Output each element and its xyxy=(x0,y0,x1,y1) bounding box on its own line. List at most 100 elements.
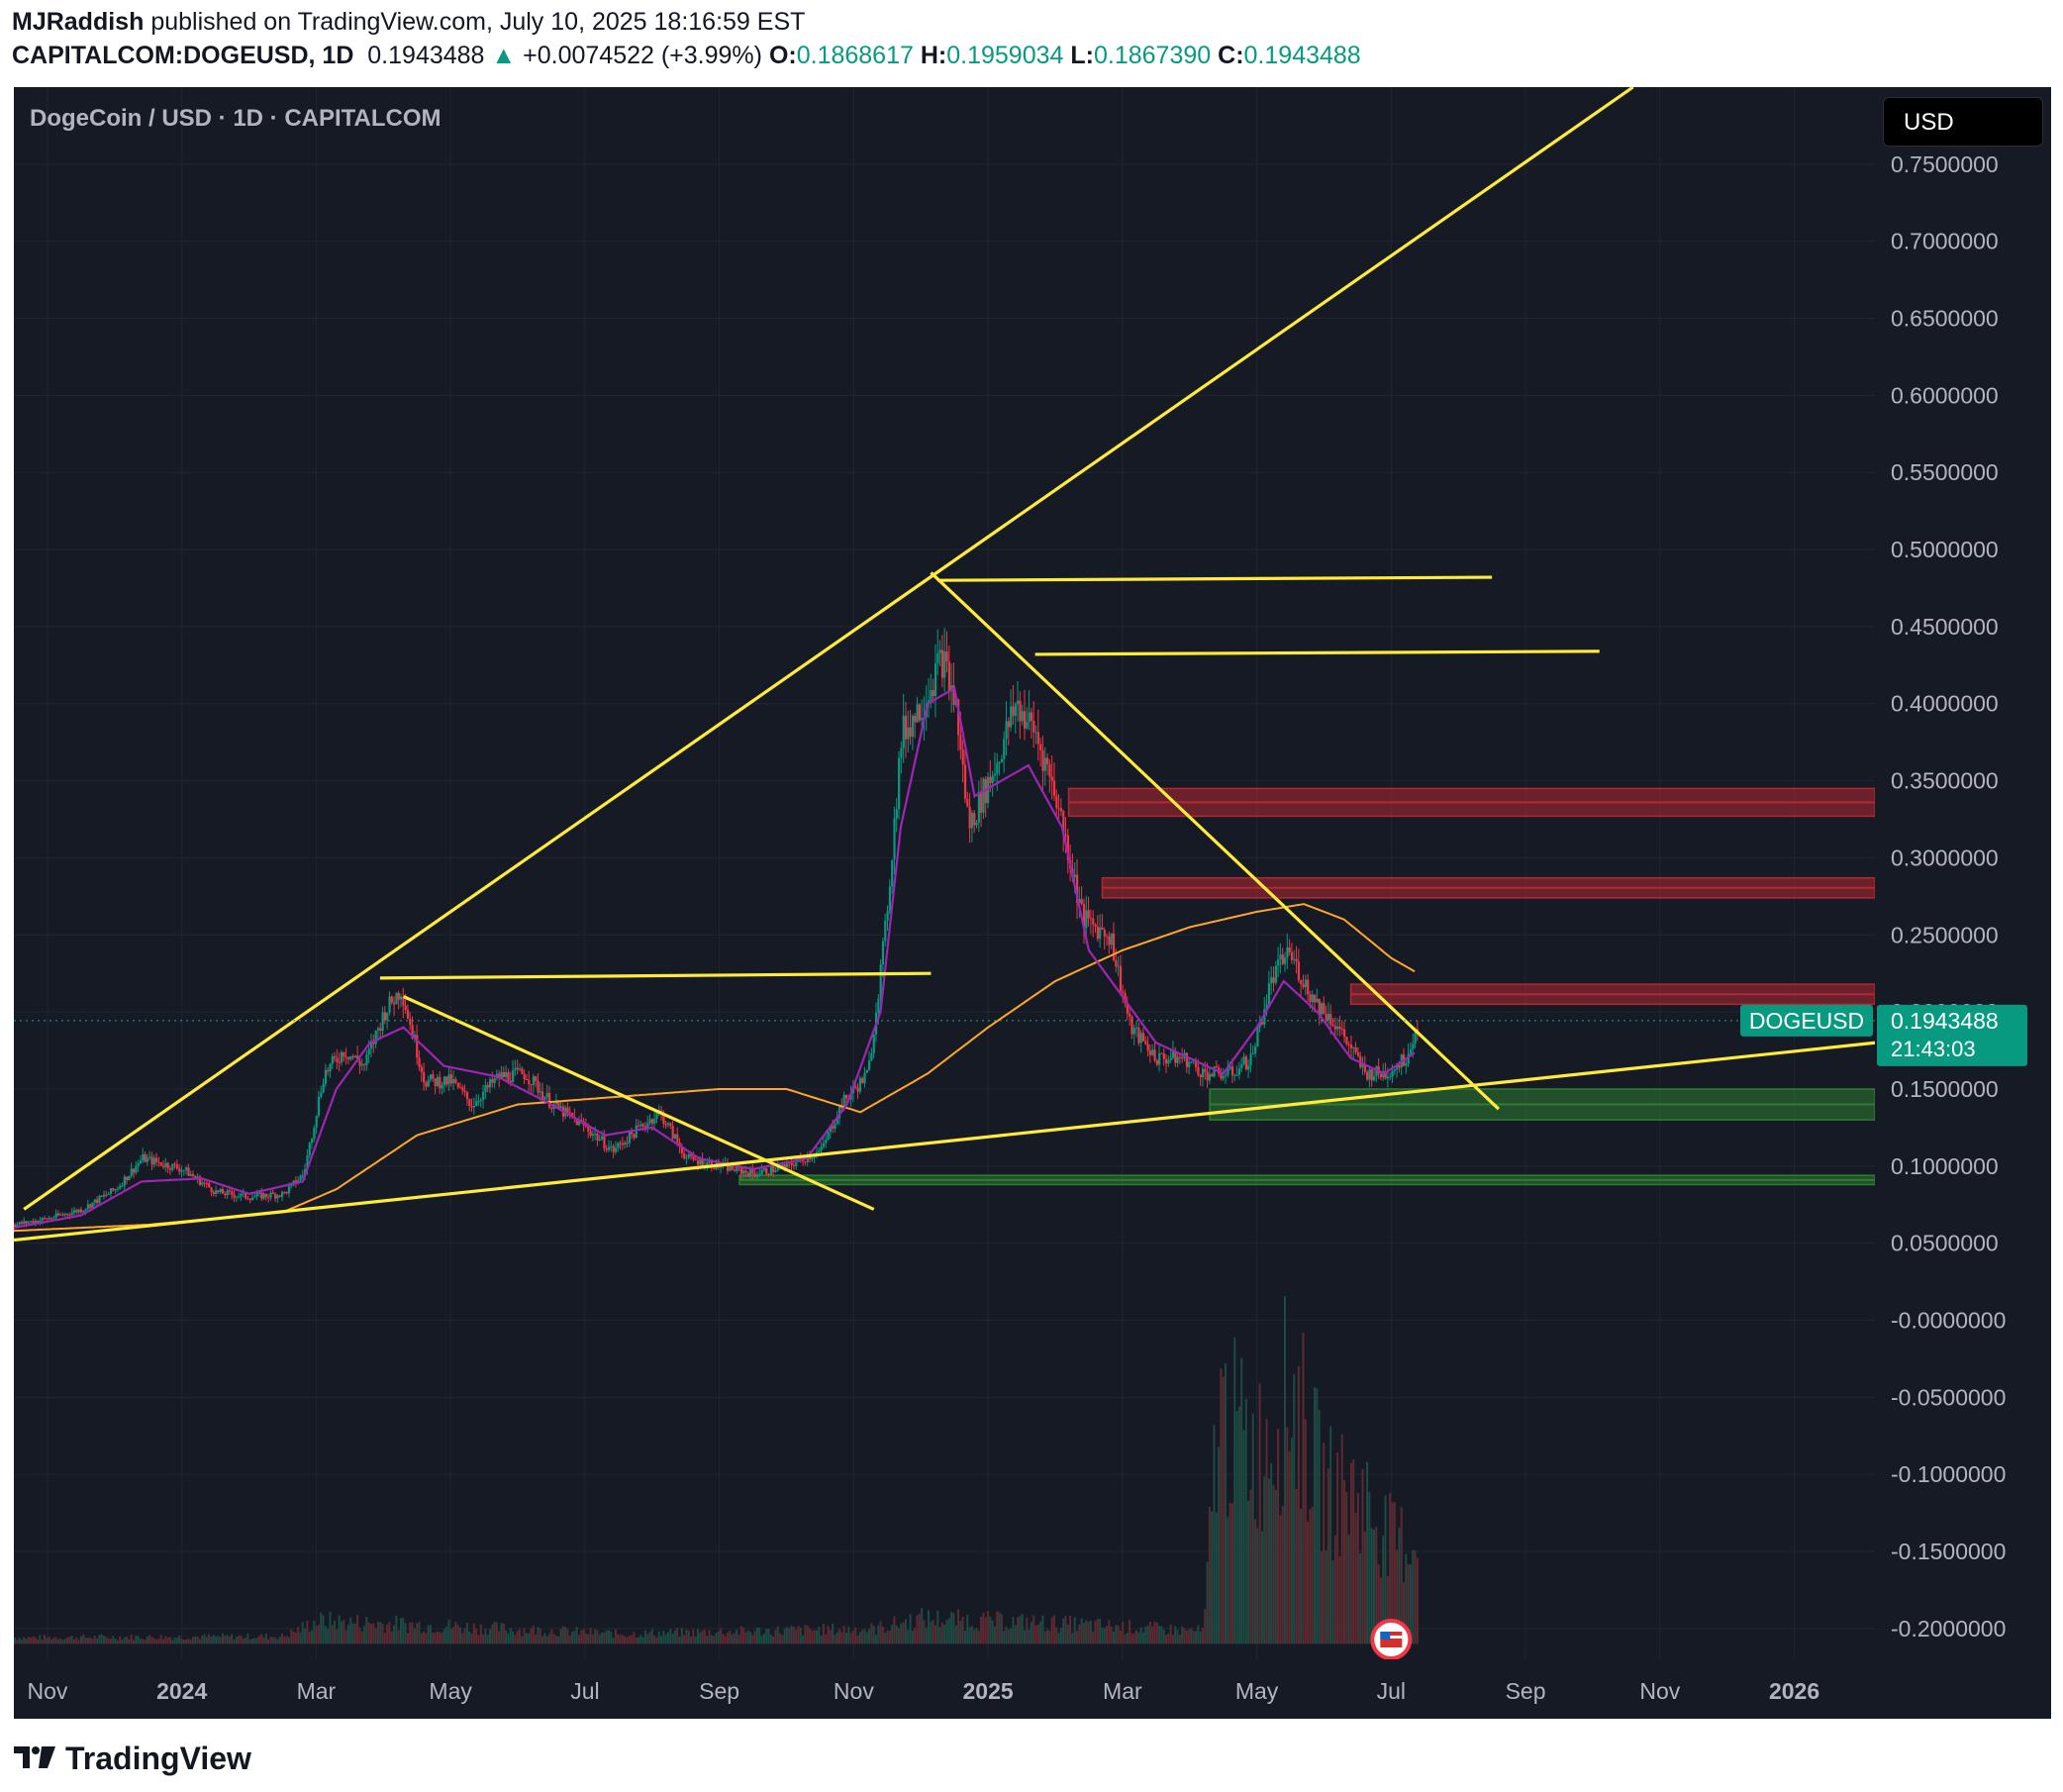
candle-body xyxy=(692,1155,695,1160)
candle-body xyxy=(233,1194,236,1198)
price-tick-label: -0.1500000 xyxy=(1891,1539,2006,1564)
candle-body xyxy=(1151,1049,1154,1055)
candle-body xyxy=(900,747,903,758)
candle-body xyxy=(331,1056,334,1064)
volume-bar xyxy=(617,1634,620,1644)
volume-bar xyxy=(952,1613,955,1644)
volume-bar xyxy=(299,1632,302,1644)
candle-body xyxy=(493,1078,496,1083)
candle-body xyxy=(641,1124,644,1127)
volume-bar xyxy=(285,1636,288,1644)
volume-bar xyxy=(189,1640,192,1644)
volume-bar xyxy=(835,1632,838,1644)
candle-body xyxy=(182,1169,185,1171)
candle-body xyxy=(989,776,992,783)
volume-bar xyxy=(643,1630,646,1644)
candle-body xyxy=(390,996,393,1003)
chart-pane[interactable]: 0.7500000 0.7000000 0.6500000 0.6000000 0.55… xyxy=(14,87,2051,1719)
volume-bar xyxy=(1290,1437,1293,1644)
candle-body xyxy=(1254,1046,1257,1053)
candle-body xyxy=(1073,874,1076,877)
candle-body xyxy=(1242,1056,1245,1065)
candle-body xyxy=(1220,1073,1223,1079)
candle-body xyxy=(1320,1003,1324,1015)
volume-bar xyxy=(365,1617,368,1644)
candle-body xyxy=(909,727,912,737)
volume-bar xyxy=(18,1638,21,1644)
volume-bar xyxy=(525,1633,528,1644)
volume-bar xyxy=(1146,1625,1149,1644)
volume-bar xyxy=(1384,1495,1387,1644)
candle-body xyxy=(1343,1029,1346,1038)
candle-body xyxy=(411,1025,414,1039)
volume-bar xyxy=(669,1628,672,1644)
volume-bar xyxy=(573,1631,576,1644)
candle-body xyxy=(404,1005,407,1010)
volume-bar xyxy=(1010,1628,1013,1644)
candle-body xyxy=(465,1092,469,1100)
volume-bar xyxy=(1126,1632,1129,1644)
volume-bar xyxy=(82,1634,85,1644)
volume-bar xyxy=(1151,1626,1154,1644)
volume-bar xyxy=(1288,1450,1291,1644)
author-name[interactable]: MJRaddish xyxy=(12,8,145,36)
candle-body xyxy=(1115,959,1118,967)
published-text: published on TradingView.com, July 10, 2… xyxy=(150,8,806,36)
volume-bar xyxy=(755,1627,758,1644)
candle-body xyxy=(1405,1063,1408,1066)
price-chart[interactable]: 0.7500000 0.7000000 0.6500000 0.6000000 0.55… xyxy=(14,87,2051,1719)
candle-body xyxy=(1092,918,1095,925)
volume-bar xyxy=(221,1633,224,1644)
candle-body xyxy=(746,1172,749,1177)
candle-body xyxy=(818,1149,821,1152)
candle-body xyxy=(671,1125,674,1139)
volume-bar xyxy=(1087,1621,1090,1644)
volume-bar xyxy=(1165,1635,1168,1644)
candle-body xyxy=(1286,947,1289,958)
volume-bar xyxy=(710,1635,713,1644)
volume-bar xyxy=(470,1633,473,1644)
candle-body xyxy=(664,1124,667,1126)
candle-body xyxy=(865,1069,868,1073)
candle-body xyxy=(1181,1057,1184,1059)
candle-body xyxy=(168,1168,172,1170)
volume-bar xyxy=(142,1639,145,1644)
candle-body xyxy=(968,806,971,829)
volume-bar xyxy=(1414,1549,1417,1644)
candle-body xyxy=(591,1134,595,1136)
volume-bar xyxy=(938,1627,941,1644)
volume-bar xyxy=(217,1636,220,1644)
volume-bar xyxy=(411,1622,414,1644)
volume-bar xyxy=(327,1629,330,1644)
candle-body xyxy=(699,1158,702,1165)
candle-body xyxy=(68,1214,71,1216)
candle-body xyxy=(1225,1074,1228,1076)
currency-button[interactable]: USD xyxy=(1883,97,2043,147)
candle-body xyxy=(742,1170,745,1174)
candle-body xyxy=(1325,1014,1327,1021)
volume-bar xyxy=(1000,1614,1003,1644)
candle-body xyxy=(482,1091,485,1101)
volume-bar xyxy=(954,1626,957,1644)
volume-bar xyxy=(68,1637,71,1644)
price-tick-label: -0.0000000 xyxy=(1891,1307,2006,1333)
candle-body xyxy=(631,1131,634,1135)
volume-bar xyxy=(66,1637,69,1644)
volume-bar xyxy=(264,1634,267,1644)
candle-body xyxy=(61,1214,64,1216)
candle-body xyxy=(274,1193,277,1199)
trendline xyxy=(14,1041,1876,1243)
candle-body xyxy=(666,1123,670,1126)
resistance-zone xyxy=(1349,983,1876,1006)
candle-body xyxy=(584,1125,588,1127)
candle-body xyxy=(340,1051,344,1063)
candle-body xyxy=(914,715,917,723)
candle-body xyxy=(621,1143,625,1145)
candle-body xyxy=(507,1072,510,1081)
candle-body xyxy=(749,1168,752,1177)
volume-bar xyxy=(1199,1631,1202,1644)
candle-body xyxy=(458,1087,462,1089)
volume-bar xyxy=(1228,1503,1231,1644)
volume-bar xyxy=(1295,1488,1298,1644)
candle-body xyxy=(226,1190,229,1196)
